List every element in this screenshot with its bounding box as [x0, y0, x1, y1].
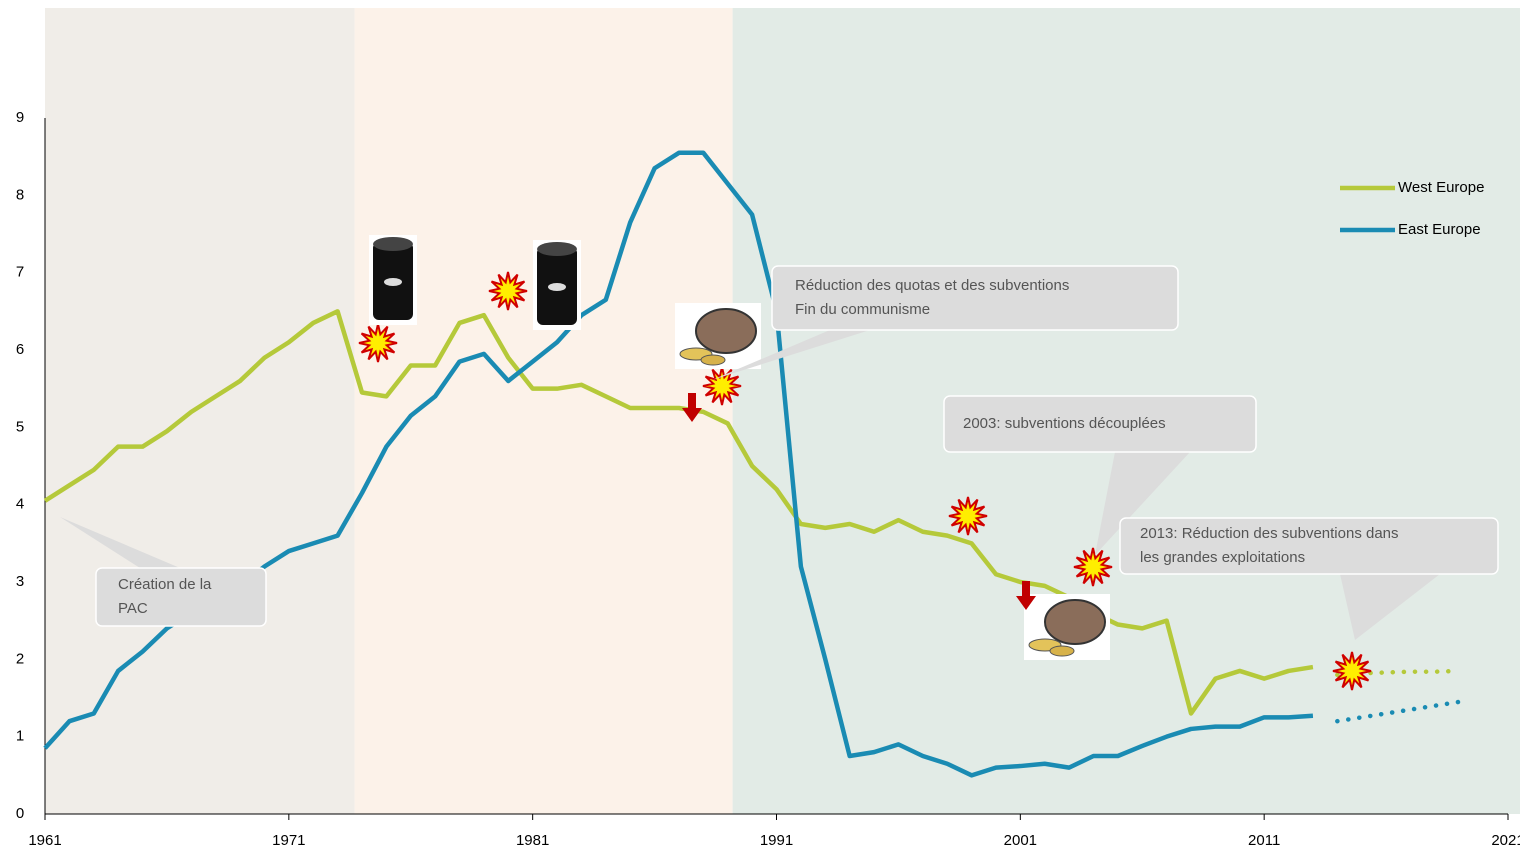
- money-bag-icon: [1045, 600, 1105, 644]
- period-band: [45, 8, 355, 814]
- x-tick-label: 2021: [1491, 832, 1520, 849]
- callout-text: PAC: [118, 600, 148, 617]
- x-tick-label: 1991: [760, 832, 793, 849]
- callout-text: les grandes exploitations: [1140, 549, 1305, 566]
- callout-text: Réduction des quotas et des subventions: [795, 277, 1069, 294]
- y-tick-label: 6: [16, 341, 24, 358]
- y-tick-label: 8: [16, 186, 24, 203]
- y-tick-label: 1: [16, 728, 24, 745]
- callout-text: Fin du communisme: [795, 301, 930, 318]
- backgrounds: [45, 8, 1520, 814]
- y-tick-label: 2: [16, 650, 24, 667]
- y-tick-label: 7: [16, 264, 24, 281]
- money-bag-icon: [1050, 646, 1074, 656]
- x-tick-label: 2011: [1248, 832, 1280, 849]
- chart: 0 1 2 3 4 5 6 7 8 9 1961 1971 1981 1991 2001 2011 2021 C…: [0, 0, 1520, 851]
- y-tick-label: 3: [16, 573, 24, 590]
- oil-barrel-icon: [373, 237, 413, 251]
- y-tick-label: 5: [16, 418, 24, 435]
- x-tick-label: 2001: [1004, 832, 1037, 849]
- x-tick-label: 1981: [516, 832, 549, 849]
- callout-text: 2013: Réduction des subventions dans: [1140, 525, 1399, 542]
- oil-barrel-icon: [548, 283, 566, 291]
- oil-barrel-icon: [537, 242, 577, 256]
- period-band: [355, 8, 733, 814]
- callout-text: 2003: subventions découplées: [963, 415, 1166, 432]
- y-tick-label: 0: [16, 805, 24, 822]
- money-bag-icon: [696, 309, 756, 353]
- callout-text: Création de la: [118, 576, 212, 593]
- callout-box: [772, 266, 1178, 330]
- x-tick-label: 1961: [28, 832, 61, 849]
- x-tick-label: 1971: [272, 832, 305, 849]
- legend-label: East Europe: [1398, 221, 1481, 238]
- y-tick-label: 9: [16, 109, 24, 126]
- legend-label: West Europe: [1398, 179, 1484, 196]
- money-bag-icon: [701, 355, 725, 365]
- oil-barrel-icon: [384, 278, 402, 286]
- y-tick-label: 4: [16, 496, 24, 513]
